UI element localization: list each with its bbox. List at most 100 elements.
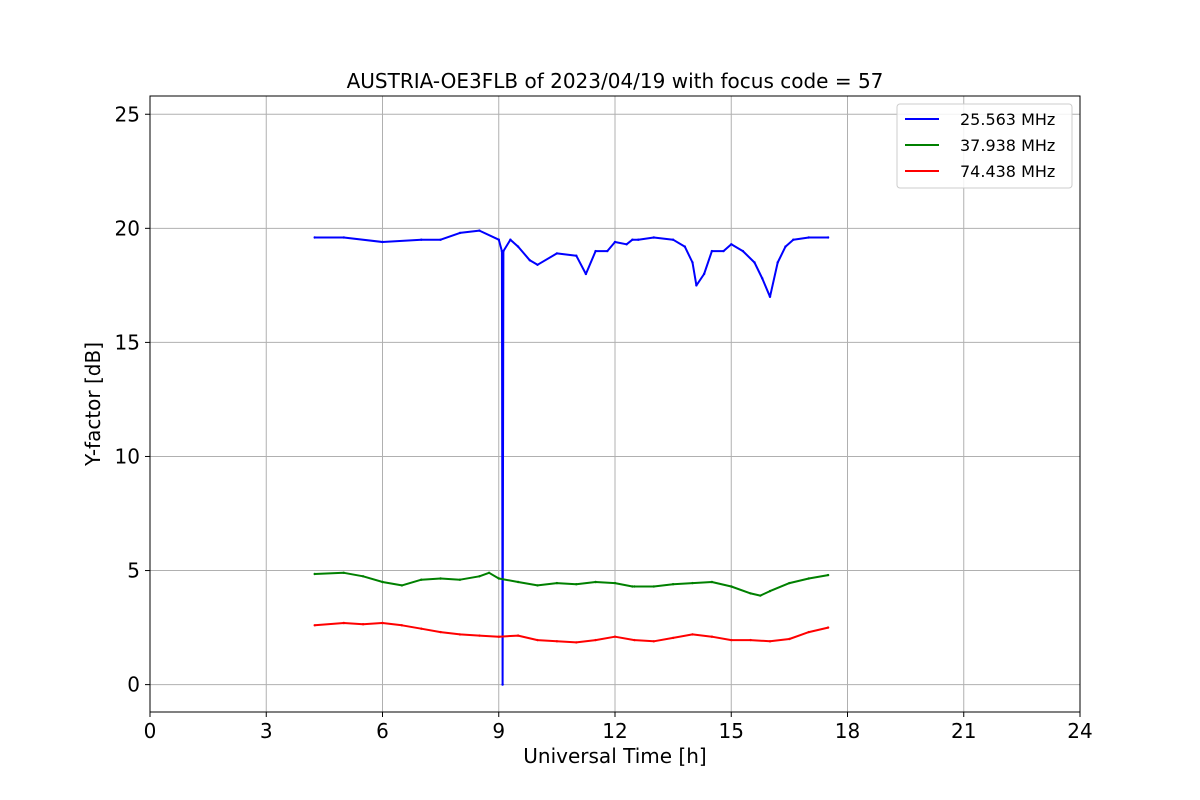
- series-2-point: [575, 583, 578, 586]
- legend-label-series-1: 25.563 MHz: [960, 110, 1055, 129]
- series-1-point: [710, 249, 714, 253]
- series-2-point: [342, 571, 345, 574]
- series-2-point: [400, 584, 404, 587]
- series-2-point: [497, 577, 500, 580]
- x-tick-label: 9: [492, 719, 505, 743]
- series-3-point: [633, 638, 636, 642]
- series-3-point: [788, 637, 791, 641]
- series-3-point: [381, 621, 384, 625]
- series-2-point: [478, 575, 481, 578]
- series-2-point: [420, 578, 423, 581]
- series-1-point: [575, 254, 578, 257]
- x-tick-label: 0: [144, 719, 157, 743]
- series-2-point: [381, 580, 384, 584]
- series-2-point: [536, 584, 539, 587]
- series-1-point: [502, 249, 505, 253]
- legend: 25.563 MHz 37.938 MHz 74.438 MHz: [896, 103, 1073, 189]
- series-line-2: [314, 571, 829, 597]
- legend-box: [896, 103, 1073, 189]
- x-tick-label: 24: [1067, 719, 1092, 743]
- series-1-point: [613, 240, 617, 244]
- series-3-point: [730, 638, 733, 642]
- series-2-point: [313, 572, 316, 576]
- series-3-point: [342, 621, 345, 625]
- x-tick-label: 12: [602, 719, 627, 743]
- series-1-point: [702, 272, 706, 276]
- series-1-point: [683, 245, 686, 248]
- y-tick-label: 5: [127, 559, 140, 583]
- series-3-point: [516, 634, 520, 637]
- series-1-point: [342, 236, 345, 239]
- series-1-point: [478, 229, 481, 232]
- series-1-point: [784, 245, 787, 248]
- series-2-point: [361, 575, 365, 578]
- series-1-point: [584, 272, 588, 276]
- series-3-point: [768, 640, 772, 643]
- series-2-point: [759, 594, 762, 597]
- series-3-point: [439, 630, 442, 634]
- series-1-point: [741, 249, 745, 253]
- series-1-point: [497, 238, 500, 241]
- series-2-point: [633, 585, 636, 588]
- series-1-point: [555, 252, 559, 255]
- series-2-point: [807, 577, 810, 580]
- ticks: 0 3 6 9 12 15 18 21 24 0 5 10 15 20 25: [115, 102, 1093, 743]
- series-3-point: [497, 635, 500, 638]
- series-3-point: [361, 623, 365, 626]
- series-1-point: [625, 243, 628, 246]
- series-2-point: [594, 580, 597, 584]
- series-2-point: [671, 583, 675, 586]
- series-3-point: [575, 641, 578, 644]
- series-2-point: [749, 592, 752, 595]
- series-1-point: [594, 249, 597, 253]
- x-tick-label: 18: [835, 719, 860, 743]
- series-1-point: [691, 261, 694, 264]
- y-tick-label: 0: [127, 673, 140, 697]
- series-2-point: [788, 581, 791, 585]
- series-2-point: [487, 571, 491, 574]
- series-2-point: [768, 589, 772, 593]
- series-3-point: [536, 638, 539, 642]
- series-2-point: [631, 585, 634, 588]
- series-2-point: [613, 581, 617, 585]
- series-1-point: [792, 238, 795, 241]
- series-1-point: [516, 245, 520, 248]
- series-3-point: [313, 624, 316, 627]
- series-1-point: [536, 263, 539, 266]
- series-1-point: [652, 236, 655, 239]
- series-1-point: [826, 236, 830, 239]
- series-1-point: [501, 683, 504, 686]
- series-3-point: [652, 640, 655, 643]
- series-1-point: [606, 249, 609, 253]
- series-2-point: [730, 585, 733, 588]
- series-1-point: [509, 238, 512, 241]
- series-3-point: [420, 627, 423, 630]
- series-3-point: [826, 626, 830, 629]
- x-axis-label: Universal Time [h]: [523, 744, 706, 768]
- series-3-point: [710, 635, 714, 638]
- legend-label-series-2: 37.938 MHz: [960, 136, 1055, 155]
- legend-label-series-3: 74.438 MHz: [960, 162, 1055, 181]
- series-1-point: [776, 261, 779, 264]
- x-tick-label: 21: [951, 719, 976, 743]
- series-1-point: [381, 240, 384, 244]
- series-3-point: [671, 636, 675, 640]
- series-3-point: [594, 638, 597, 642]
- y-tick-label: 25: [115, 102, 140, 126]
- series-3-point: [478, 634, 481, 637]
- x-tick-label: 15: [719, 719, 744, 743]
- series-3-point: [749, 638, 752, 642]
- series-1-point: [420, 238, 423, 241]
- series-2-point: [555, 581, 559, 585]
- series-1-point: [761, 277, 764, 280]
- x-tick-label: 6: [376, 719, 389, 743]
- series-1-point: [637, 238, 640, 241]
- y-tick-label: 20: [115, 216, 140, 240]
- series-1-point: [313, 236, 316, 239]
- series-3-point: [807, 630, 810, 634]
- series-2-point: [826, 573, 830, 577]
- y-tick-label: 10: [115, 444, 140, 468]
- series-3-point: [555, 640, 559, 643]
- series-1-point: [695, 284, 698, 287]
